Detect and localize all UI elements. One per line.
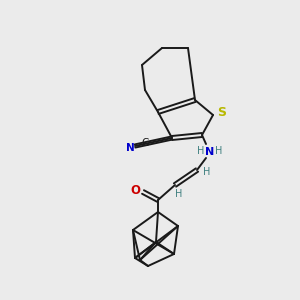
Text: C: C — [141, 138, 149, 148]
Text: H: H — [175, 189, 183, 199]
Text: N: N — [206, 147, 214, 157]
Text: N: N — [126, 143, 134, 153]
Text: S: S — [218, 106, 226, 119]
Text: H: H — [197, 146, 205, 156]
Text: H: H — [215, 146, 223, 156]
Text: O: O — [130, 184, 140, 197]
Text: H: H — [203, 167, 211, 177]
